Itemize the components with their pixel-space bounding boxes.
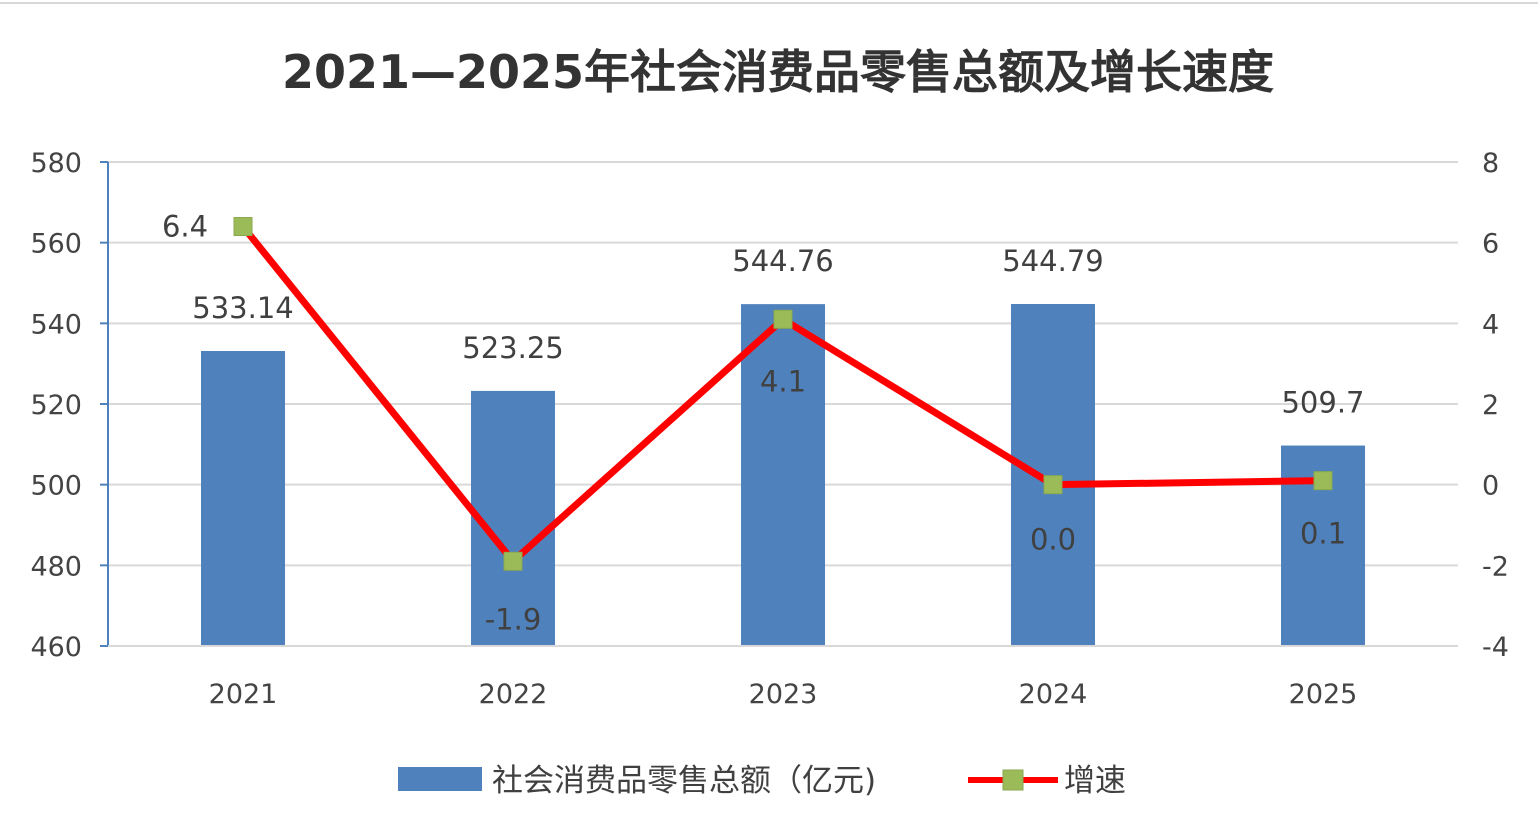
left-tick-label: 460: [30, 632, 82, 663]
right-tick-label: 0: [1482, 471, 1499, 502]
bar: [471, 390, 555, 646]
right-tick-label: 2: [1482, 390, 1499, 421]
right-tick-label: 6: [1482, 229, 1499, 260]
left-tick-label: 480: [30, 551, 82, 582]
x-tick-label: 2022: [479, 679, 548, 710]
rate-value-label: 0.1: [1300, 517, 1346, 551]
left-tick-label: 540: [30, 309, 82, 340]
left-tick-label: 500: [30, 471, 82, 502]
bar: [741, 304, 825, 646]
bar-value-label: 509.7: [1281, 386, 1364, 420]
right-tick-label: -4: [1482, 632, 1509, 663]
rate-value-label: 4.1: [760, 364, 806, 398]
rate-value-label: 0.0: [1030, 523, 1076, 557]
data-labels: 533.14 523.25 544.76 544.79 509.7 6.4 -1.9 4.1 0…: [162, 210, 1365, 637]
legend-line-marker: [1002, 769, 1024, 791]
rate-marker: [1313, 471, 1333, 491]
right-tick-label: 8: [1482, 148, 1499, 179]
x-tick-label: 2021: [209, 679, 278, 710]
right-tick-label: -2: [1482, 551, 1509, 582]
rate-marker: [233, 217, 253, 237]
rate-value-label: 6.4: [162, 210, 208, 244]
bar: [201, 351, 285, 646]
bar: [1011, 304, 1095, 646]
rate-marker: [773, 309, 793, 329]
x-tick-label: 2023: [749, 679, 818, 710]
rate-value-label: -1.9: [485, 602, 542, 636]
right-tick-label: 4: [1482, 309, 1499, 340]
bar-value-label: 523.25: [462, 331, 563, 365]
left-tick-label: 560: [30, 229, 82, 260]
bar-series: [201, 304, 1365, 646]
axes: 460 480 500 520 540 560 580 -4 -2 0 2 4 6 8 2021 2022 20…: [30, 148, 1508, 710]
legend-bar-swatch: [398, 767, 482, 791]
bar-value-label: 533.14: [192, 291, 293, 325]
bar-value-label: 544.79: [1002, 244, 1103, 278]
x-tick-label: 2024: [1019, 679, 1088, 710]
rate-series: [233, 217, 1333, 571]
bar-value-label: 544.76: [732, 244, 833, 278]
left-tick-label: 520: [30, 390, 82, 421]
left-tick-label: 580: [30, 148, 82, 179]
legend-line-label: 增速: [1064, 763, 1126, 799]
legend: 社会消费品零售总额（亿元) 增速: [398, 763, 1126, 799]
rate-marker: [503, 551, 523, 571]
chart-title: 2021—2025年社会消费品零售总额及增长速度: [282, 45, 1274, 99]
legend-bar-label: 社会消费品零售总额（亿元): [492, 763, 876, 799]
x-tick-label: 2025: [1289, 679, 1358, 710]
rate-marker: [1043, 475, 1063, 495]
